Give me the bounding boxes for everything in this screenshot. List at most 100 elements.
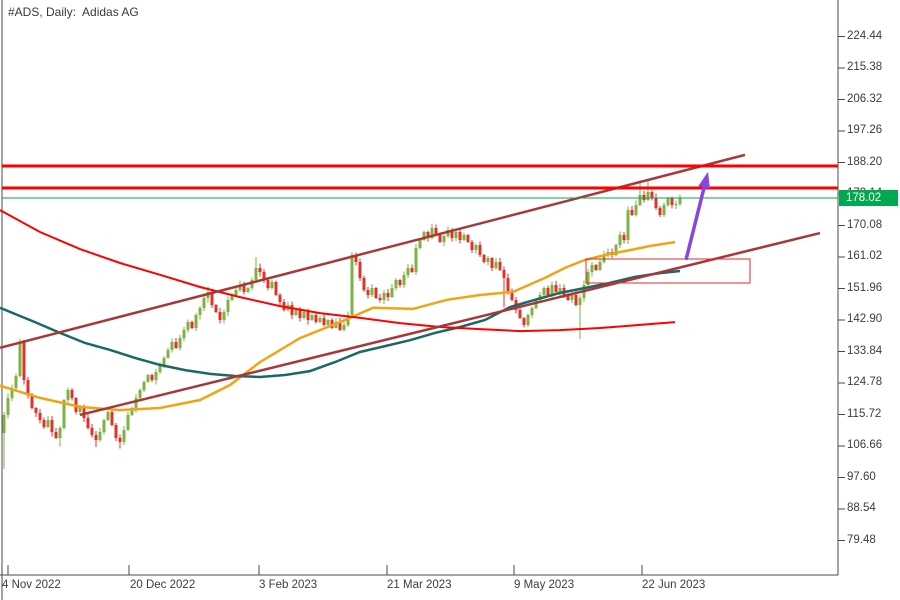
candle [326,320,330,325]
candle [646,192,650,201]
candle [178,338,182,348]
candle [246,288,250,292]
price-axis-label: 142.90 [847,313,883,325]
candle [470,242,474,251]
date-axis-label: 22 Jun 2023 [642,579,706,591]
candle [22,341,26,381]
candle [254,267,258,281]
price-axis-label: 215.38 [847,61,883,73]
breakout-arrow-head[interactable] [698,171,710,189]
candle [510,291,514,300]
candle [374,288,378,299]
candle [70,389,74,398]
candle [358,261,362,278]
ma-fast-orange-line [0,240,676,412]
candle [142,381,146,390]
price-axis-label: 115.72 [847,407,882,420]
candle [30,395,34,408]
candle [658,208,662,216]
candle [234,290,238,295]
candle [398,280,402,285]
candle [10,388,14,398]
candle [54,431,58,438]
candle [262,272,266,281]
candle [2,414,6,434]
candle [194,315,198,329]
candle [502,269,506,278]
candle [346,315,350,325]
current-price-tag: 178.02 [839,189,898,206]
candle [622,234,626,241]
candle [410,267,414,273]
candle [590,265,594,273]
price-axis-label: 170.08 [847,218,883,231]
candle [434,227,438,235]
candle [138,389,142,398]
candle [594,265,598,270]
candle [382,292,386,300]
candle [442,235,446,243]
price-axis-label: 79.48 [847,533,876,546]
candle [518,309,522,318]
candle [46,419,50,428]
projection-rectangle[interactable] [585,258,751,284]
candle [426,232,430,238]
candle [166,349,170,358]
candle [78,407,82,412]
candle [574,294,578,306]
candle [50,419,54,432]
candle [238,284,242,291]
candle [570,294,574,300]
candle [158,364,162,372]
candle [586,272,590,285]
candle [662,204,666,216]
candle [118,437,122,443]
candle [58,427,62,438]
candle [478,244,482,255]
candle [654,197,658,209]
candle [154,371,158,381]
candle [578,298,582,306]
date-axis-label: 3 Feb 2023 [259,579,318,591]
candle [354,254,358,262]
candle [386,292,390,298]
candle [42,419,46,428]
candle [250,280,254,289]
candle [350,254,354,316]
candle [290,305,294,316]
candle [102,419,106,432]
breakout-arrow[interactable] [684,171,710,261]
candles-layer [2,180,682,470]
candle [650,192,654,198]
candle [146,374,150,382]
candle [34,407,38,413]
candle [322,317,326,325]
candle [242,284,246,292]
candle [342,324,346,331]
symbol-title: #ADS, Daily: Adidas AG [8,5,139,19]
candle [438,234,442,243]
candle [266,280,270,289]
breakout-arrow-shaft[interactable] [684,186,706,261]
candle [162,357,166,365]
candle [402,274,406,285]
price-axis-label: 188.20 [847,155,883,168]
candle [526,315,530,325]
candle [310,315,314,321]
candle [474,244,478,251]
candle [190,322,194,329]
candle [666,197,670,205]
candle [634,204,638,216]
candle [274,282,278,295]
candle [294,309,298,316]
candle [86,418,90,428]
candle [66,389,70,400]
candle [498,261,502,270]
candle [506,277,510,292]
candle [318,317,322,323]
trend-channel-lower-line[interactable] [79,231,821,417]
candle [270,282,274,289]
candle [458,232,462,241]
